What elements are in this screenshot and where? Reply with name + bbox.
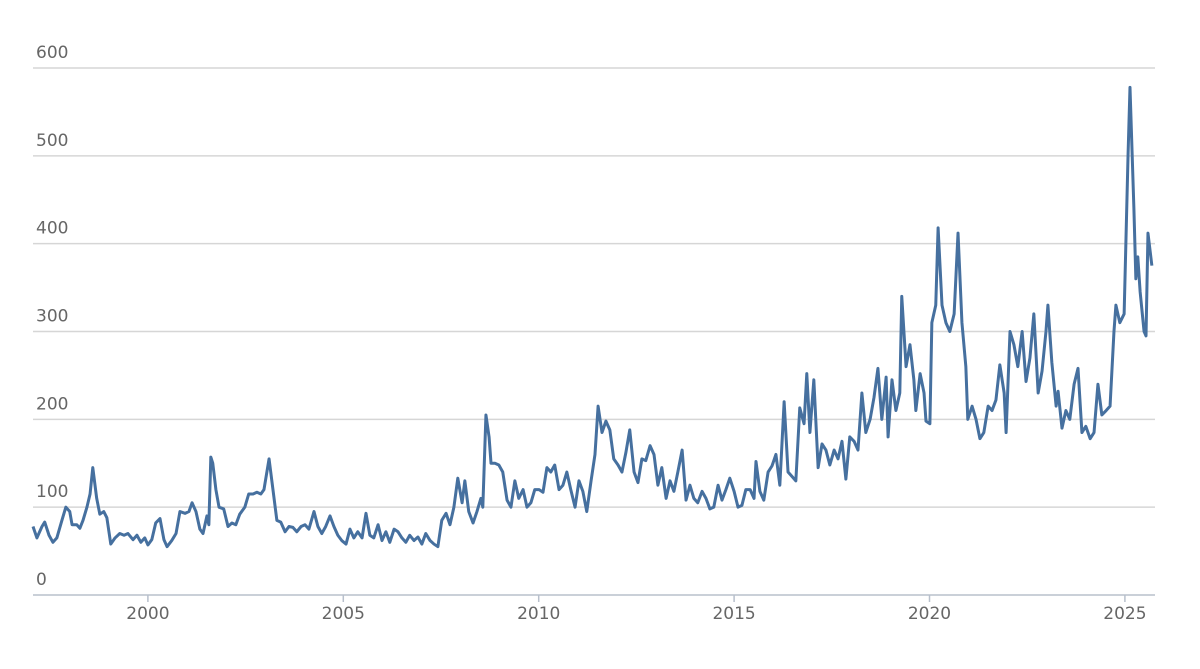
y-tick-label: 500 [36, 131, 68, 151]
x-tick-label: 2005 [322, 604, 365, 624]
data-line [31, 85, 1154, 549]
y-tick-label: 200 [36, 394, 68, 414]
x-tick-label: 2010 [517, 604, 560, 624]
y-tick-label: 600 [36, 43, 68, 63]
x-tick-label: 2015 [712, 604, 755, 624]
y-tick-label: 100 [36, 482, 68, 502]
x-tick-label: 2025 [1103, 604, 1146, 624]
y-tick-label: 0 [36, 570, 47, 590]
x-tick-label: 2000 [126, 604, 169, 624]
x-tick-label: 2020 [908, 604, 951, 624]
y-tick-label: 400 [36, 219, 68, 239]
y-tick-label: 300 [36, 307, 68, 327]
